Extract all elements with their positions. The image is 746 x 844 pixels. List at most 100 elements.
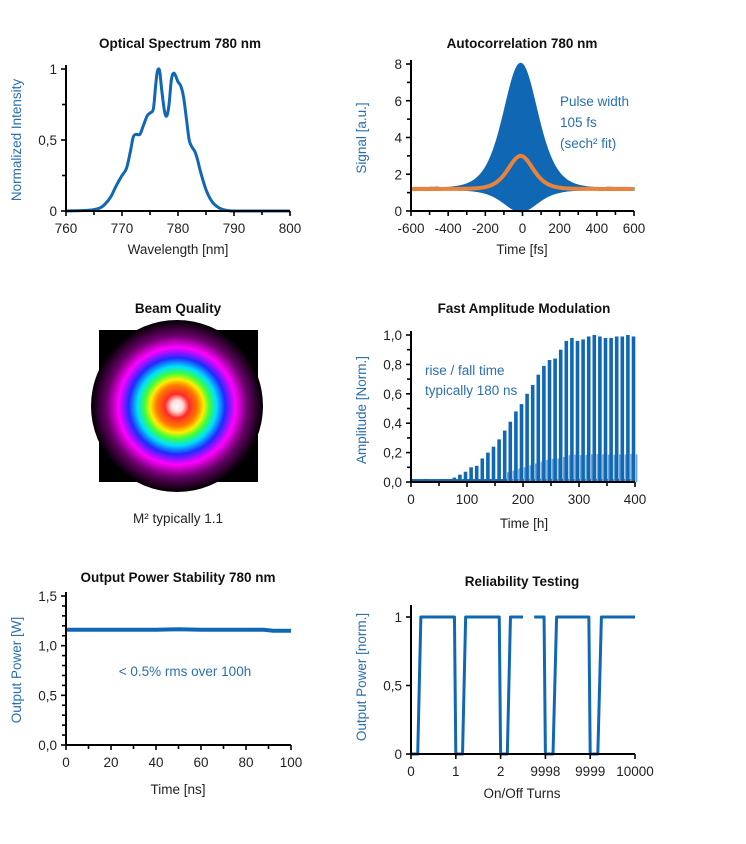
modulation-ringing (557, 458, 559, 482)
autocorrelation-axes: -600 -400 -200 0 200 400 600 0 2 4 6 8 (394, 57, 645, 236)
beam-quality-caption: M² typically 1.1 (133, 511, 223, 526)
x-tick-label: 0 (407, 764, 415, 779)
x-tick-label: 760 (55, 221, 78, 236)
y-tick-label: 8 (394, 57, 402, 72)
x-tick-label: -400 (435, 221, 462, 236)
y-tick-label: 1,0 (38, 639, 57, 654)
y-tick-label: 0 (49, 204, 57, 219)
y-tick-label: 0,4 (383, 416, 402, 431)
autocorrelation-ylabel: Signal [a.u.] (354, 102, 369, 173)
modulation-xlabel: Time [h] (500, 516, 548, 531)
x-tick-label: 790 (223, 221, 246, 236)
modulation-pulse (486, 452, 490, 482)
pulse-width-annotation-line3: (sech² fit) (560, 136, 616, 151)
modulation-pulse (446, 479, 451, 482)
spectrum-axes: 760 770 780 790 800 0 0,5 1 (38, 62, 301, 236)
y-tick-label: 0,6 (383, 387, 402, 402)
y-tick-label: 4 (394, 131, 402, 146)
beam-quality-panel: Beam Quality M² typically 1.1 (91, 301, 263, 526)
modulation-pulse (458, 474, 462, 482)
x-tick-label: 9999 (575, 764, 605, 779)
modulation-ringing (568, 455, 571, 482)
modulation-pulse (463, 471, 468, 482)
pulse-width-annotation-line1: Pulse width (560, 94, 629, 109)
y-tick-label: 1,0 (383, 328, 402, 343)
y-tick-label: 1 (394, 610, 402, 625)
modulation-pulse (424, 479, 429, 482)
y-tick-label: 0,2 (383, 446, 402, 461)
modulation-pulse (508, 421, 513, 482)
modulation-ringing (602, 454, 604, 482)
modulation-pulse (441, 479, 445, 482)
modulation-pulse (469, 467, 473, 482)
modulation-pulse (553, 358, 557, 482)
autocorrelation-envelope (410, 62, 635, 213)
spectrum-xlabel: Wavelength [nm] (128, 242, 229, 257)
modulation-pulse (598, 336, 602, 482)
autocorrelation-marks (409, 62, 636, 213)
y-tick-label: 0,0 (383, 475, 402, 490)
x-tick-label: 100 (280, 755, 303, 770)
x-tick-label: 770 (111, 221, 134, 236)
modulation-ringing (551, 458, 554, 482)
modulation-ringing (540, 461, 543, 482)
modulation-pulse (614, 336, 619, 482)
sech2-fit-line (409, 153, 636, 191)
reliability-line-segment-0 (411, 615, 523, 756)
modulation-pulse (592, 335, 597, 482)
modulation-pulse (413, 479, 417, 482)
x-tick-label: 800 (279, 221, 302, 236)
stability-title: Output Power Stability 780 nm (80, 570, 275, 585)
modulation-pulse (542, 365, 546, 482)
beam-quality-title: Beam Quality (135, 301, 222, 316)
autocorrelation-title: Autocorrelation 780 nm (447, 36, 598, 51)
x-tick-label: 1 (452, 764, 460, 779)
modulation-ringing (563, 456, 565, 482)
x-tick-label: 80 (238, 755, 253, 770)
modulation-ringing (535, 463, 537, 482)
autocorrelation-chart: Autocorrelation 780 nm -600 -400 -200 0 200 4… (354, 36, 645, 257)
reliability-xlabel: On/Off Turns (483, 786, 560, 801)
x-tick-label: -600 (397, 221, 424, 236)
modulation-pulse (519, 404, 524, 482)
modulation-pulse (547, 359, 552, 482)
modulation-pulse (575, 340, 580, 482)
modulation-ringing (507, 472, 509, 482)
modulation-ringing (596, 454, 599, 482)
x-tick-label: 780 (167, 221, 190, 236)
modulation-ringing (529, 465, 531, 482)
modulation-ringing (630, 454, 632, 482)
y-tick-label: 0,0 (38, 738, 57, 753)
x-tick-label: 0 (519, 221, 527, 236)
spectrum-chart: Optical Spectrum 780 nm 760 770 780 790 800 0… (9, 36, 301, 257)
x-tick-label: 0 (62, 755, 70, 770)
autocorrelation-xlabel: Time [fs] (496, 242, 547, 257)
stability-axes: 0 20 40 60 80 100 0,0 0,5 1,0 1,5 (38, 589, 302, 770)
modulation-pulse (418, 479, 423, 482)
stability-chart: Output Power Stability 780 nm 0 20 40 60 80 1… (9, 570, 302, 797)
modulation-pulse (570, 337, 574, 482)
y-tick-label: 0,5 (383, 679, 402, 694)
y-tick-label: 2 (394, 167, 402, 182)
modulation-pulse (603, 337, 608, 482)
spectrum-marks (65, 67, 290, 213)
x-tick-label: 2 (497, 764, 505, 779)
modulation-ringing (607, 454, 610, 482)
modulation-ringing (624, 454, 627, 482)
x-tick-label: 200 (512, 492, 535, 507)
reliability-chart: Reliability Testing 0 1 2 9998 9999 10000 0 0,5… (354, 574, 654, 801)
modulation-ringing (579, 455, 582, 482)
reliability-marks (411, 615, 635, 756)
modulation-pulse (497, 439, 501, 482)
modulation-pulse (586, 336, 591, 482)
modulation-ringing (585, 454, 587, 482)
modulation-ringing (523, 467, 526, 482)
modulation-ringing (619, 454, 621, 482)
stability-annotation: < 0.5% rms over 100h (119, 664, 251, 679)
modulation-ringing (512, 470, 515, 482)
modulation-title: Fast Amplitude Modulation (438, 301, 611, 316)
reliability-line-segment-1 (534, 615, 635, 756)
modulation-pulse (558, 349, 563, 482)
modulation-pulse (502, 430, 507, 482)
stability-marks (66, 627, 291, 633)
